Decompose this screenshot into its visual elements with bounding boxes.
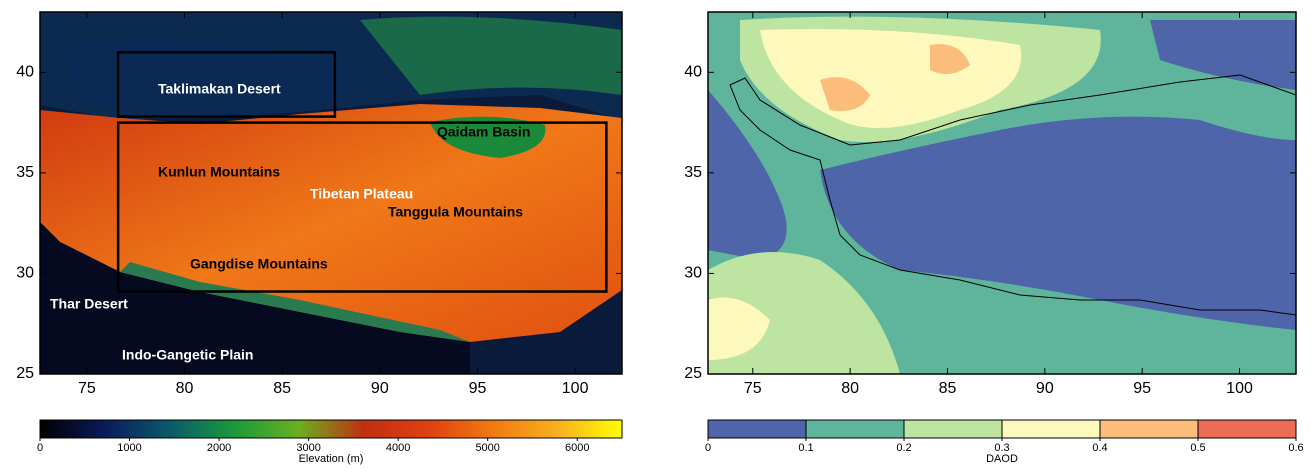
y-tick-label: 30 [684,265,702,282]
colorbar-tick-label: 0.6 [1288,442,1303,454]
place-label: Indo-Gangetic Plain [122,347,253,363]
x-tick-label: 80 [841,380,859,397]
colorbar-tick-label: 1000 [117,442,141,454]
place-label: Kunlun Mountains [158,164,280,180]
place-label: Qaidam Basin [437,124,530,140]
y-tick-label: 30 [16,265,34,282]
colorbar-tick-label: 0 [705,442,711,454]
x-tick-label: 85 [273,380,291,397]
colorbar-tick-label: 0.5 [1190,442,1205,454]
colorbar-bin [806,420,904,438]
x-tick-label: 100 [1226,380,1253,397]
x-tick-label: 85 [939,380,957,397]
colorbar-title: DAOD [986,453,1018,465]
place-label: Tibetan Plateau [310,186,413,202]
x-tick-label: 100 [562,380,589,397]
y-tick-label: 25 [684,365,702,382]
colorbar-bin [904,420,1002,438]
daod-map [708,12,1296,374]
y-tick-label: 25 [16,365,34,382]
place-label: Gangdise Mountains [190,256,328,272]
colorbar-title: Elevation (m) [299,453,364,465]
colorbar-tick-label: 0 [37,442,43,454]
place-label: Taklimakan Desert [158,81,281,97]
place-label: Thar Desert [50,296,128,312]
colorbar-bin [1198,420,1296,438]
colorbar-tick-label: 0.2 [896,442,911,454]
colorbar-bin [708,420,806,438]
x-tick-label: 80 [176,380,194,397]
page: {"panels": [ {"xlim": [72.6, 102.4], "yl… [0,0,1313,468]
colorbar-tick-label: 0.4 [1092,442,1107,454]
y-tick-label: 40 [684,64,702,81]
colorbar-tick-label: 4000 [386,442,410,454]
x-tick-label: 75 [78,380,96,397]
figure: 75 80 85 90 95 100 25 30 35 40 Taklimakan Desert Qa… [0,0,1313,468]
y-tick-label: 40 [16,64,34,81]
x-tick-label: 90 [371,380,389,397]
place-label: Tanggula Mountains [388,204,523,220]
y-tick-label: 35 [684,164,702,181]
colorbar-tick-label: 5000 [475,442,499,454]
x-tick-label: 75 [744,380,762,397]
x-tick-label: 90 [1036,380,1054,397]
colorbar [40,420,622,438]
x-tick-label: 95 [1133,380,1151,397]
colorbar-tick-label: 6000 [565,442,589,454]
colorbar-bin [1002,420,1100,438]
colorbar-tick-label: 0.1 [798,442,813,454]
colorbar-bin [1100,420,1198,438]
x-tick-label: 95 [469,380,487,397]
y-tick-label: 35 [16,164,34,181]
colorbar-tick-label: 2000 [207,442,231,454]
